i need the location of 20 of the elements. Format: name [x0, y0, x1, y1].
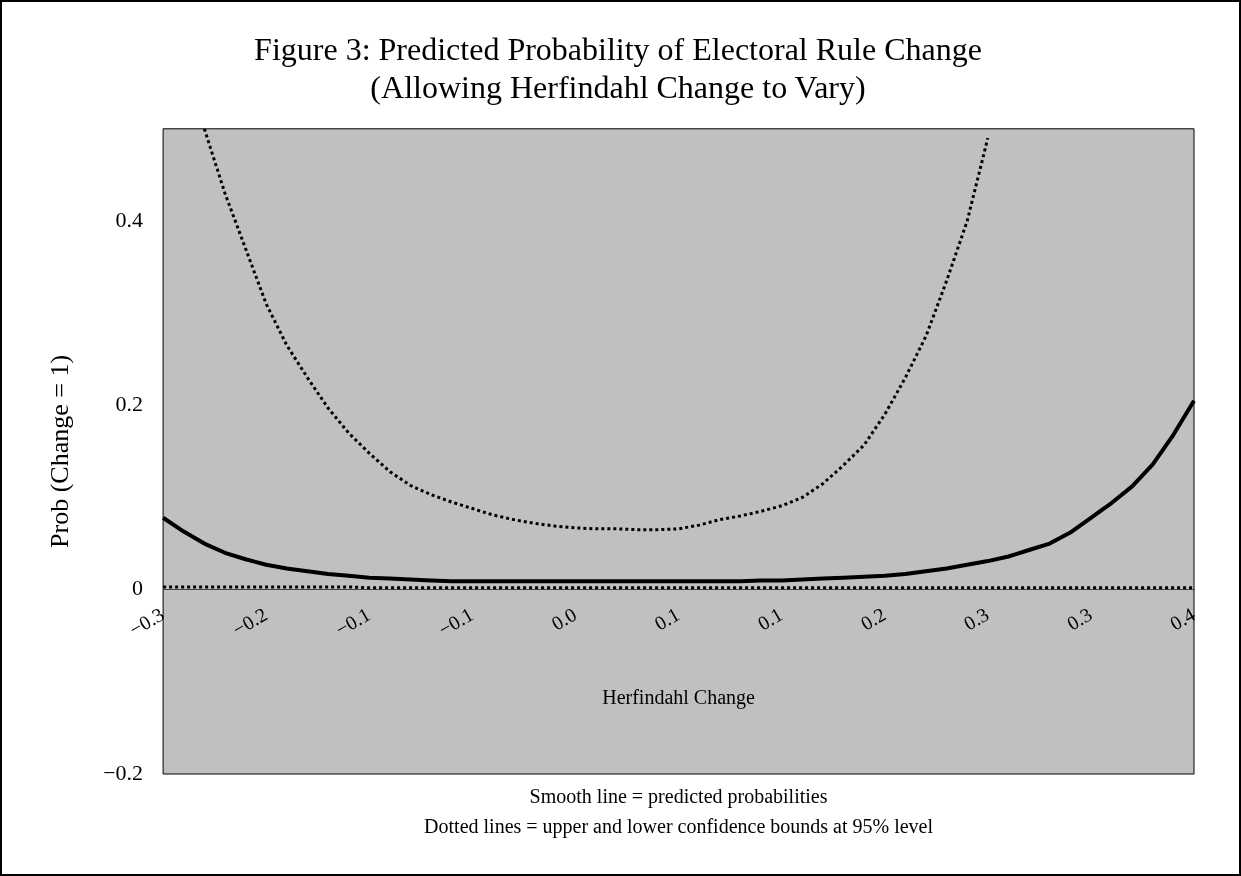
x-tick-label: 0.1 — [753, 603, 787, 635]
y-axis-title: Prob (Change = 1) — [45, 354, 75, 548]
x-tick-label: 0.1 — [650, 603, 684, 635]
text: Smooth line = predicted probabilities — [529, 785, 828, 809]
x-tick-label: 0.3 — [959, 603, 993, 635]
y-tick-label: 0.2 — [115, 391, 144, 417]
x-tick-label: −0.3 — [125, 603, 168, 641]
x-tick-label: 0.3 — [1062, 603, 1096, 635]
text: Dotted lines = upper and lower confidence bounds at 95% level — [424, 815, 934, 839]
x-tick-label: 0.0 — [547, 603, 581, 635]
y-tick-label: −0.2 — [103, 759, 144, 785]
x-tick-label: 0.4 — [1165, 603, 1199, 635]
x-tick-label: −0.2 — [228, 603, 271, 641]
x-tick-label: 0.2 — [856, 603, 890, 635]
x-tick-label: −0.1 — [434, 603, 477, 641]
chart-title: Figure 3: Predicted Probability of Electoral Rule Change (Allowing Herfindahl Change to Vary) — [254, 30, 982, 106]
y-tick-label: 0.4 — [115, 206, 144, 232]
x-tick-label: −0.1 — [331, 603, 374, 641]
x-axis-title: Herfindahl Change — [602, 685, 756, 709]
y-tick-label: 0 — [132, 575, 144, 601]
